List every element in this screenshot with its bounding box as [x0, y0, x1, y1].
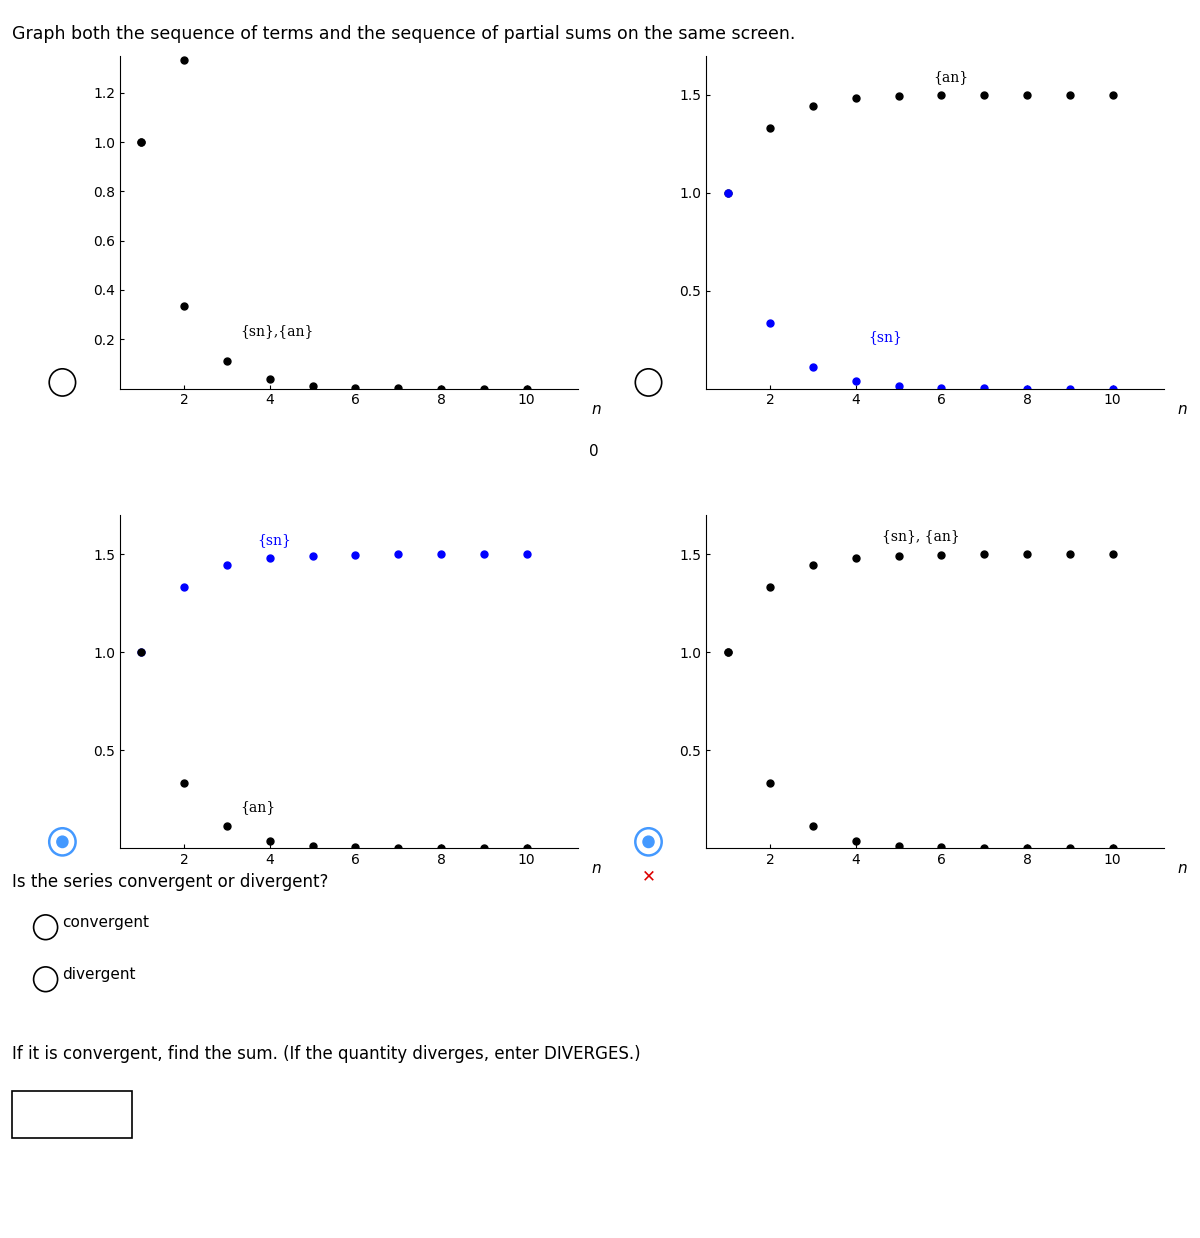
X-axis label: n: n [1177, 402, 1187, 417]
Text: divergent: divergent [62, 967, 136, 982]
Text: Graph both the sequence of terms and the sequence of partial sums on the same sc: Graph both the sequence of terms and the… [12, 25, 796, 43]
Text: Is the series convergent or divergent?: Is the series convergent or divergent? [12, 873, 329, 891]
X-axis label: n: n [592, 402, 601, 417]
Text: {an}: {an} [240, 800, 275, 813]
Text: ✕: ✕ [642, 868, 655, 885]
Text: If it is convergent, find the sum. (If the quantity diverges, enter DIVERGES.): If it is convergent, find the sum. (If t… [12, 1045, 641, 1063]
X-axis label: n: n [592, 862, 601, 877]
X-axis label: n: n [1177, 862, 1187, 877]
Text: {sn}: {sn} [869, 331, 902, 344]
Text: {sn}: {sn} [257, 534, 290, 547]
Text: {sn},{an}: {sn},{an} [240, 324, 313, 339]
Text: {sn}, {an}: {sn}, {an} [882, 530, 959, 543]
Text: convergent: convergent [62, 915, 150, 930]
Text: {an}: {an} [932, 71, 968, 84]
Text: 0: 0 [589, 444, 599, 459]
